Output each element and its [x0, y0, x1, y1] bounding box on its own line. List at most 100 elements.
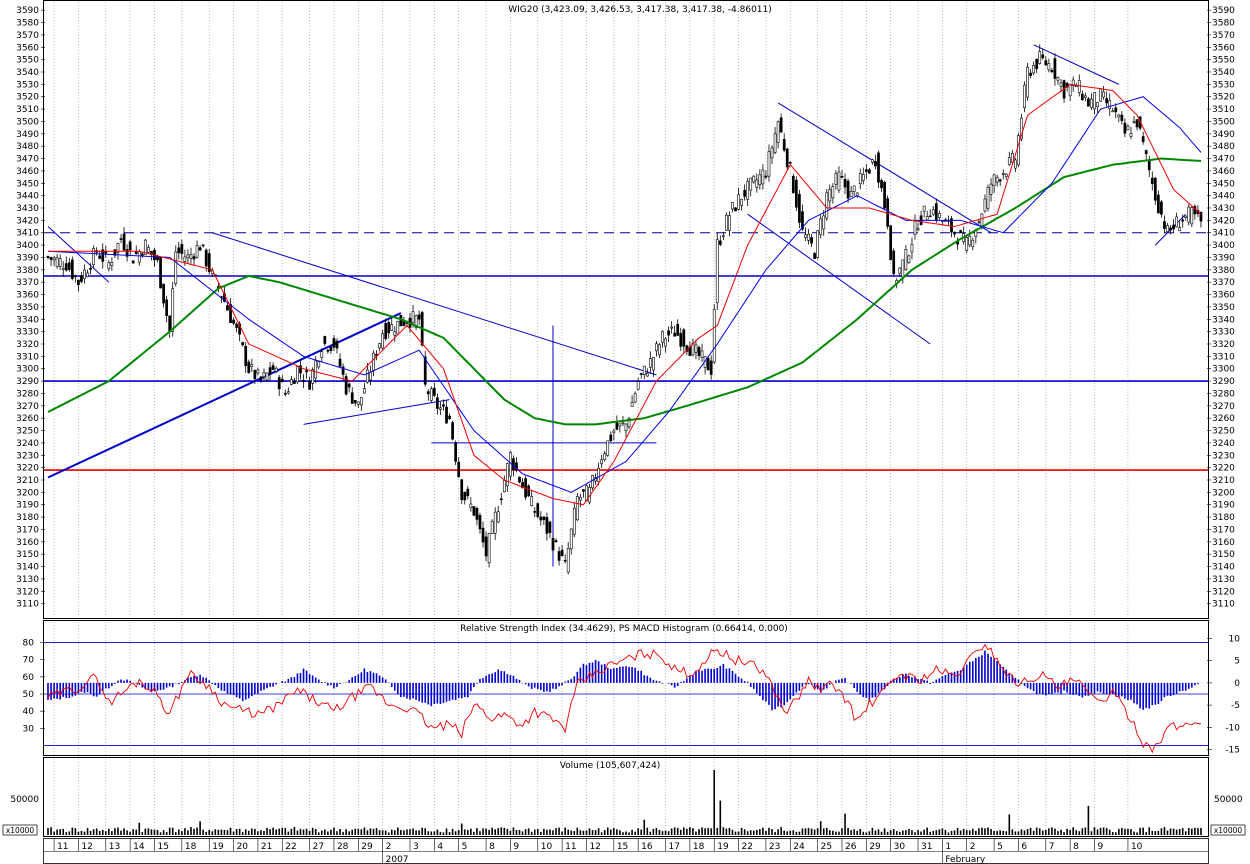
- candle-body: [837, 171, 841, 191]
- candle-body: [928, 215, 932, 218]
- candle-body: [530, 496, 534, 507]
- candle-body: [241, 342, 245, 346]
- candle-body: [627, 418, 631, 428]
- candle-body: [959, 230, 962, 233]
- price-tick-label-left: 3350: [16, 303, 39, 313]
- candle-body: [764, 175, 768, 178]
- price-tick-label-left: 3530: [16, 80, 39, 90]
- price-trendline: [777, 102, 992, 234]
- candle-body: [308, 380, 311, 390]
- price-tick-label-left: 3330: [16, 328, 39, 338]
- macd-histogram: [47, 650, 1202, 711]
- rsi-panel-frame: [43, 620, 1209, 756]
- candle-body: [779, 117, 783, 133]
- candle-body: [612, 430, 616, 434]
- candle-body: [426, 391, 430, 395]
- price-tick-label-right: 3400: [1212, 241, 1235, 251]
- price-tick-label-right: 3140: [1212, 563, 1235, 573]
- candle-body: [843, 179, 847, 188]
- candle-body: [232, 319, 235, 324]
- candle-body: [864, 169, 868, 172]
- candle-body: [499, 498, 503, 501]
- candle-body: [1017, 135, 1020, 166]
- candle-body: [454, 442, 458, 462]
- x-axis-tick-label: 4: [437, 842, 443, 852]
- candle-body: [174, 251, 178, 284]
- candle-body: [554, 540, 558, 543]
- price-tick-label-left: 3400: [16, 241, 39, 251]
- candle-body: [159, 256, 162, 289]
- candle-body: [782, 139, 786, 151]
- candle-body: [439, 407, 442, 410]
- candle-body: [195, 245, 199, 258]
- candle-body: [971, 239, 975, 247]
- candle-body: [1035, 58, 1039, 70]
- x-axis-month-label: February: [945, 855, 986, 864]
- price-tick-label-right: 3240: [1212, 439, 1235, 449]
- volume-bars: [47, 770, 1202, 835]
- candle-body: [761, 169, 765, 185]
- candle-body: [283, 392, 287, 395]
- candle-body: [226, 305, 229, 311]
- price-tick-label-right: 3310: [1212, 352, 1235, 362]
- price-tick-label-left: 3410: [16, 229, 39, 239]
- candle-body: [1144, 150, 1148, 154]
- price-tick-label-right: 3330: [1212, 328, 1235, 338]
- candle-body: [359, 397, 363, 406]
- candle-body: [901, 259, 905, 278]
- candle-body: [201, 244, 205, 247]
- candle-body: [953, 231, 956, 235]
- candle-body: [652, 357, 655, 371]
- candle-body: [1181, 219, 1185, 222]
- candle-body: [110, 262, 114, 266]
- candle-body: [791, 175, 795, 194]
- price-tick-label-right: 3180: [1212, 513, 1235, 523]
- price-tick-label-right: 3410: [1212, 229, 1235, 239]
- candle-body: [886, 198, 889, 227]
- price-tick-label-right: 3350: [1212, 303, 1235, 313]
- candle-body: [639, 373, 643, 375]
- rsi-tick-label: 70: [23, 656, 35, 666]
- candle-body: [119, 238, 123, 240]
- macd-tick-label: 0: [1234, 679, 1240, 689]
- candle-body: [1147, 160, 1151, 171]
- candle-body: [98, 255, 102, 259]
- candle-body: [810, 237, 813, 244]
- candle-body: [137, 251, 141, 263]
- price-tick-label-right: 3360: [1212, 291, 1235, 301]
- candle-body: [384, 323, 388, 339]
- candle-body: [591, 474, 594, 489]
- candle-body: [709, 360, 713, 375]
- candle-body: [253, 370, 257, 380]
- price-trendline: [47, 312, 402, 479]
- candle-body: [469, 503, 473, 509]
- x-axis-tick-label: 8: [1073, 842, 1079, 852]
- price-tick-label-right: 3280: [1212, 389, 1235, 399]
- x-axis-year-label: 2007: [386, 855, 409, 864]
- candle-body: [335, 340, 339, 349]
- x-axis-tick-label: 14: [133, 842, 145, 852]
- price-tick-label-left: 3360: [16, 291, 39, 301]
- candle-body: [1059, 82, 1063, 87]
- candle-body: [1044, 60, 1048, 66]
- candle-body: [86, 272, 89, 277]
- candle-body: [1041, 54, 1045, 59]
- x-axis-tick-label: 12: [81, 842, 92, 852]
- candle-body: [484, 536, 488, 557]
- candle-body: [670, 326, 673, 329]
- candle-body: [1007, 157, 1011, 165]
- x-axis-tick-label: 22: [742, 842, 753, 852]
- candle-body: [746, 181, 750, 200]
- candle-body: [1187, 206, 1191, 223]
- x-axis-tick-label: 25: [821, 842, 832, 852]
- candle-body: [125, 249, 129, 257]
- candle-body: [329, 346, 333, 352]
- candle-body: [381, 333, 384, 349]
- candle-body: [1199, 212, 1203, 222]
- candle-body: [533, 511, 537, 513]
- price-tick-label-right: 3440: [1212, 192, 1235, 202]
- price-tick-label-right: 3270: [1212, 402, 1235, 412]
- price-tick-label-left: 3590: [16, 6, 39, 16]
- candle-body: [603, 453, 607, 460]
